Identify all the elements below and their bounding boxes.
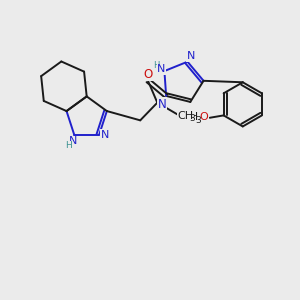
Text: 3: 3: [195, 116, 201, 125]
Text: O: O: [200, 112, 208, 122]
Text: H: H: [65, 142, 72, 151]
Text: N: N: [157, 64, 166, 74]
Text: O: O: [144, 68, 153, 81]
Text: CH: CH: [183, 112, 199, 122]
Text: CH: CH: [177, 111, 194, 121]
Text: 3: 3: [190, 114, 195, 123]
Text: N: N: [187, 51, 195, 62]
Text: N: N: [69, 136, 77, 146]
Text: N: N: [158, 98, 167, 111]
Text: N: N: [101, 130, 109, 140]
Text: H: H: [153, 61, 159, 70]
